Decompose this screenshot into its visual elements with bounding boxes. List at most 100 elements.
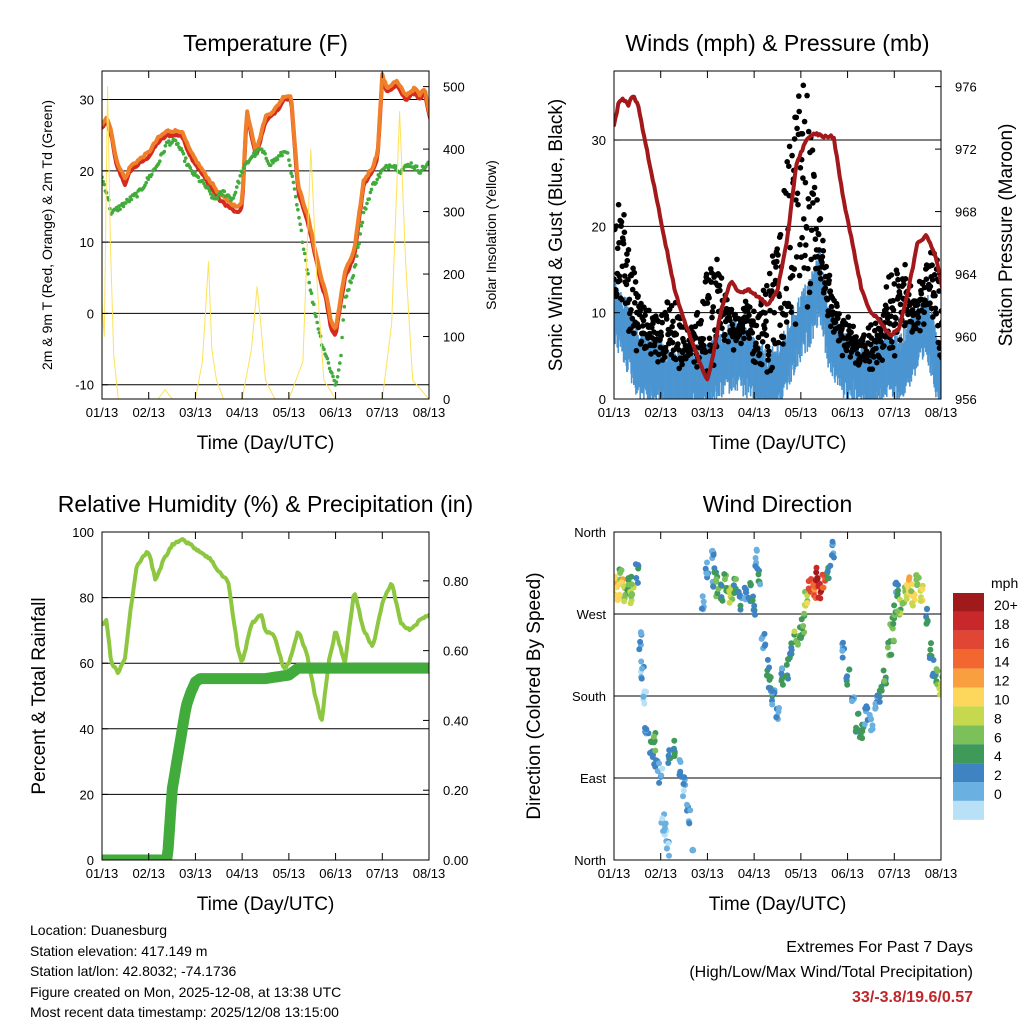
direction-dot (909, 581, 915, 588)
gust-dot (901, 281, 907, 288)
direction-dot (899, 600, 906, 607)
direction-dot (947, 619, 953, 625)
direction-dot (658, 772, 665, 779)
gust-dot (793, 197, 799, 203)
direction-dot (975, 575, 981, 581)
colorbar-swatch (953, 593, 984, 612)
chart-title: Relative Humidity (%) & Precipitation (i… (58, 491, 473, 517)
y-axis-label: Direction (Colored By Speed) (524, 572, 545, 819)
gust-dot (967, 185, 973, 191)
colorbar-swatch (953, 649, 984, 669)
gust-dot (977, 276, 983, 282)
x-tick-label: 01/13 (598, 405, 631, 420)
gust-dot (655, 359, 661, 365)
gust-dot (751, 308, 757, 315)
gust-dot (823, 263, 829, 270)
gust-dot (812, 236, 819, 242)
direction-dot (773, 714, 780, 721)
x-tick-label: 03/13 (691, 405, 724, 420)
gust-dot (761, 325, 768, 332)
gust-dot (836, 311, 842, 317)
y2-tick-label: 976 (955, 80, 977, 95)
dewpoint-dot (357, 242, 361, 246)
dewpoint-dot (259, 147, 264, 151)
colorbar-swatch (953, 725, 984, 745)
direction-dot (775, 708, 782, 715)
dewpoint-dot (121, 204, 126, 209)
gust-dot (964, 133, 970, 139)
dewpoint-dot (263, 151, 267, 156)
x-tick-label: 07/13 (366, 405, 399, 420)
dewpoint-dot (358, 232, 363, 236)
y2-tick-label: 300 (443, 205, 465, 220)
dewpoint-dot (386, 166, 391, 171)
direction-dot (827, 562, 834, 569)
dewpoint-dot (353, 263, 358, 267)
gust-dot (747, 304, 753, 311)
gust-dot (620, 240, 627, 247)
dewpoint-dot (433, 150, 437, 154)
dewpoint-dot (189, 168, 194, 173)
gust-dot (847, 354, 854, 360)
gust-dot (955, 303, 961, 309)
direction-dot (981, 583, 987, 589)
dewpoint-dot (326, 361, 331, 365)
gust-dot (669, 323, 675, 330)
direction-dot (961, 580, 967, 586)
gust-dot (621, 212, 627, 218)
gust-dot (945, 308, 951, 314)
direction-dot (876, 687, 883, 694)
gust-dot (807, 280, 814, 287)
direction-dot (798, 616, 805, 623)
dewpoint-dot (287, 158, 291, 162)
dewpoint-dot (375, 177, 380, 182)
gust-dot (789, 273, 796, 279)
direction-dot (747, 580, 754, 586)
gust-dot (763, 318, 769, 325)
dewpoint-dot (351, 274, 356, 278)
gust-dot (774, 246, 780, 252)
gust-dot (848, 329, 854, 336)
y-tick-label: 0 (87, 306, 94, 321)
gust-dot (970, 181, 976, 187)
gust-dot (982, 232, 988, 238)
direction-dot (960, 582, 966, 588)
y-tick-label: East (580, 771, 606, 786)
direction-dot (718, 582, 725, 589)
extremes-subtitle: (High/Low/Max Wind/Total Precipitation) (689, 964, 973, 981)
gust-dot (973, 172, 979, 178)
gust-dot (874, 359, 880, 366)
chart-title: Temperature (F) (183, 30, 348, 56)
direction-dot (939, 674, 941, 680)
gust-dot (668, 303, 675, 309)
gust-dot (753, 340, 759, 347)
gust-dot (787, 244, 793, 251)
direction-dot (824, 575, 831, 582)
gust-dot (954, 254, 960, 260)
direction-dot (978, 584, 984, 590)
gust-dot (732, 311, 738, 318)
gust-dot (642, 312, 648, 319)
dewpoint-dot (309, 291, 314, 296)
direction-dot (913, 572, 920, 579)
direction-dot (704, 570, 711, 577)
gust-dot (630, 265, 636, 272)
gust-dot (944, 278, 950, 284)
x-tick-label: 08/13 (413, 405, 446, 420)
gust-dot (646, 330, 653, 337)
y2-tick-label: 0.00 (443, 853, 468, 868)
gust-dot (774, 258, 780, 265)
direction-dot (711, 569, 718, 576)
x-tick-label: 02/13 (644, 866, 677, 881)
direction-dot (614, 575, 619, 582)
direction-dot (752, 555, 759, 561)
x-tick-label: 08/13 (925, 866, 958, 881)
y2-tick-label: 500 (443, 80, 465, 95)
y-axis-label: Sonic Wind & Gust (Blue, Black) (546, 99, 567, 371)
gust-dot (763, 332, 770, 339)
gust-dot (802, 252, 808, 259)
direction-dot (681, 774, 688, 781)
direction-dot (680, 781, 687, 787)
direction-dot (639, 665, 646, 672)
gust-dot (866, 358, 873, 365)
